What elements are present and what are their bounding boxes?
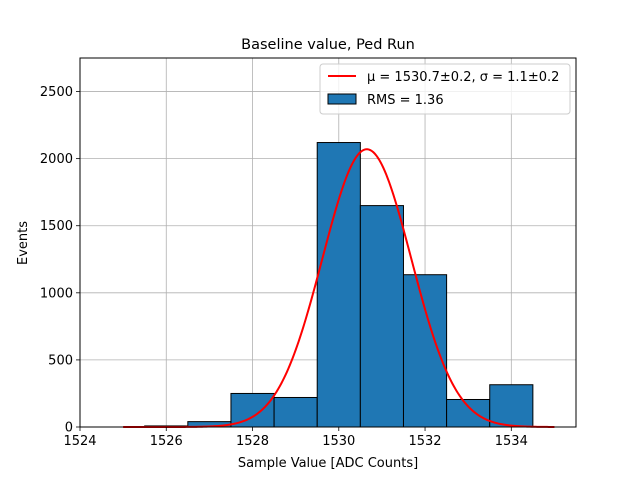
y-axis-ticks: 0 500 1000 1500 2000 2500 [40,85,80,436]
plot-frame [79,57,577,428]
y-tick-label: 1500 [40,219,73,234]
legend-histogram-swatch [327,93,357,105]
histogram-bar [316,142,361,428]
y-axis-label: Events [16,221,31,265]
x-axis-ticks: 1524 1526 1528 1530 1532 1534 [63,427,528,449]
x-tick-label: 1532 [408,434,441,449]
x-tick-label: 1534 [495,434,528,449]
x-tick-label: 1530 [322,434,355,449]
histogram-bar [273,396,318,428]
legend: μ = 1530.7±0.2, σ = 1.1±0.2 RMS = 1.36 [319,63,571,115]
chart-title: Baseline value, Ped Run [241,37,415,53]
histogram-bars [144,142,534,428]
legend-box [319,63,571,115]
y-tick-label: 500 [48,353,73,368]
x-tick-label: 1524 [63,434,96,449]
x-tick-label: 1528 [236,434,269,449]
histogram-bar [446,398,491,428]
histogram-bar [230,392,275,428]
legend-histogram-label: RMS = 1.36 [367,93,444,108]
x-axis-label: Sample Value [ADC Counts] [238,456,418,471]
histogram-bar [489,384,534,428]
histogram-bar [359,205,404,428]
histogram-bar [402,274,448,428]
y-tick-label: 0 [65,421,73,436]
x-tick-label: 1526 [150,434,183,449]
y-tick-label: 2500 [40,85,73,100]
legend-fit-label: μ = 1530.7±0.2, σ = 1.1±0.2 [367,70,559,85]
y-tick-label: 1000 [40,286,73,301]
y-tick-label: 2000 [40,152,73,167]
